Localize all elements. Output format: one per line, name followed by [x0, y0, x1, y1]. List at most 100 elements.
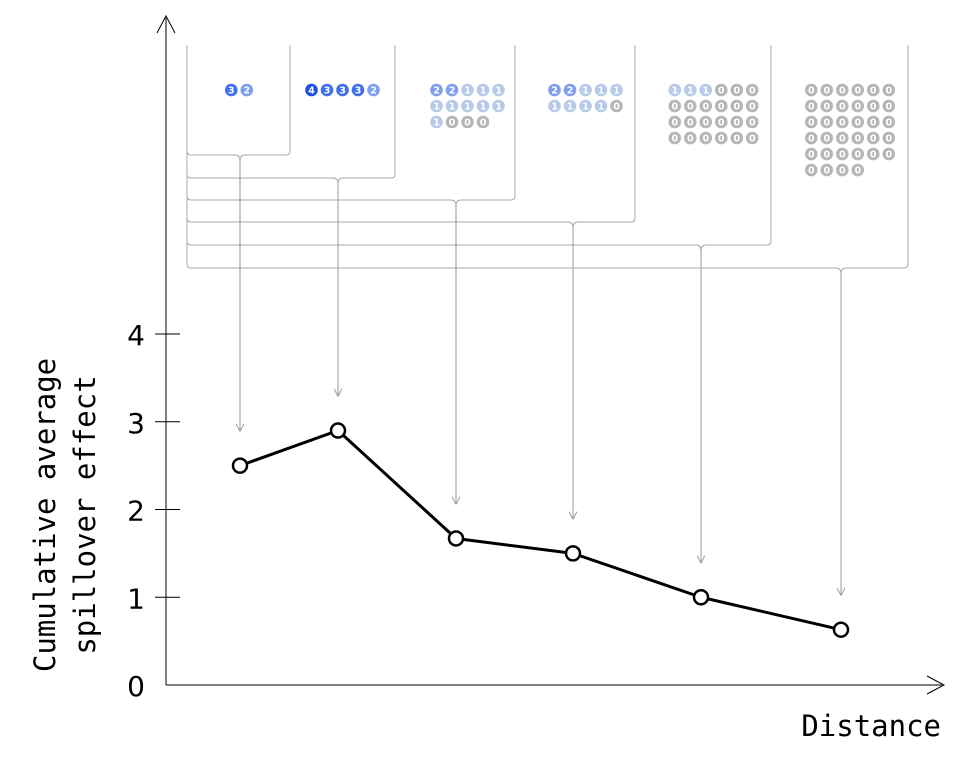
- spillover-dot-circle: [745, 99, 759, 113]
- spillover-dot: 0: [820, 147, 834, 161]
- spillover-dot: 0: [699, 115, 713, 129]
- spillover-dot-value: 0: [718, 102, 725, 113]
- spillover-dot-value: 0: [885, 86, 892, 97]
- spillover-dot: 2: [430, 83, 443, 97]
- spillover-dot: 0: [476, 115, 490, 129]
- spillover-dot-circle: [699, 83, 713, 97]
- spillover-dot: 0: [668, 115, 682, 129]
- data-point: [231, 457, 249, 474]
- spillover-dot-circle: [563, 99, 577, 113]
- data-point: [564, 545, 582, 562]
- spillover-dot: 0: [835, 147, 849, 161]
- spillover-dot: 0: [866, 83, 880, 97]
- spillover-dot-value: 2: [433, 86, 440, 97]
- spillover-dot-value: 0: [749, 86, 756, 97]
- spillover-dot: 0: [714, 115, 728, 129]
- spillover-dot: 0: [851, 115, 865, 129]
- group-bracket: [186, 45, 909, 275]
- spillover-dot-value: 0: [839, 134, 846, 145]
- spillover-dot-value: 0: [613, 102, 620, 113]
- spillover-dot: 0: [882, 131, 896, 145]
- spillover-dot: 0: [866, 147, 880, 161]
- spillover-dot-circle: [476, 115, 490, 129]
- spillover-dot-circle: [461, 115, 474, 129]
- spillover-dot-circle: [866, 83, 880, 97]
- y-tick-label: 3: [127, 407, 145, 440]
- spillover-dot: 0: [699, 131, 713, 145]
- spillover-dot-value: 0: [749, 118, 756, 129]
- spillover-dot-value: 0: [718, 134, 725, 145]
- spillover-dot: 3: [351, 83, 365, 97]
- spillover-dot-circle: [851, 147, 865, 161]
- spillover-dot: 1: [594, 99, 608, 113]
- spillover-dot-value: 0: [885, 102, 892, 113]
- spillover-dot: 0: [745, 131, 759, 145]
- spillover-dot-circle: [714, 115, 728, 129]
- spillover-dot-circle: [745, 131, 759, 145]
- group-brackets: [186, 45, 909, 275]
- spillover-dot-circle: [430, 115, 443, 129]
- spillover-dot-circle: [668, 83, 682, 97]
- spillover-dot: 2: [445, 83, 459, 97]
- spillover-dot-circle: [240, 83, 254, 97]
- spillover-dot: 4: [305, 83, 318, 97]
- spillover-dot: 1: [563, 99, 577, 113]
- spillover-dot-value: 0: [687, 134, 694, 145]
- spillover-dot: 0: [820, 83, 834, 97]
- spillover-dot-value: 1: [480, 102, 487, 113]
- spillover-dot-circle: [714, 99, 728, 113]
- spillover-dot-value: 4: [308, 86, 315, 97]
- spillover-dot: 0: [866, 115, 880, 129]
- spillover-dot-value: 0: [733, 118, 740, 129]
- spillover-dot-value: 0: [749, 134, 756, 145]
- spillover-dot-value: 0: [808, 150, 815, 161]
- spillover-dot: 1: [492, 83, 505, 97]
- spillover-dot: 0: [730, 83, 744, 97]
- y-tick-label: 2: [127, 495, 145, 528]
- spillover-dot: 0: [835, 99, 849, 113]
- spillover-dot-value: 0: [702, 118, 709, 129]
- spillover-dot-value: 1: [582, 86, 589, 97]
- spillover-dot-value: 2: [243, 86, 250, 97]
- data-points: [231, 422, 850, 638]
- spillover-dot-value: 0: [464, 118, 471, 129]
- spillover-dot: 0: [804, 131, 818, 145]
- spillover-dot: 0: [820, 99, 834, 113]
- spillover-dot-value: 0: [823, 166, 830, 177]
- spillover-dot-value: 2: [551, 86, 558, 97]
- spillover-dot: 0: [866, 131, 880, 145]
- spillover-dot: 0: [804, 115, 818, 129]
- spillover-dot-circle: [430, 83, 443, 97]
- spillover-dot: 0: [745, 99, 759, 113]
- spillover-dot: 0: [668, 99, 682, 113]
- spillover-dot: 0: [804, 99, 818, 113]
- spillover-dot-circle: [668, 115, 682, 129]
- spillover-dot-value: 0: [671, 134, 678, 145]
- spillover-dot-circle: [882, 83, 896, 97]
- spillover-dot-circle: [668, 131, 682, 145]
- y-tick-label: 4: [127, 319, 145, 352]
- spillover-dot: 0: [851, 83, 865, 97]
- spillover-dot-circle: [714, 83, 728, 97]
- spillover-dot: 1: [461, 83, 474, 97]
- spillover-dot-circle: [461, 99, 474, 113]
- spillover-dot: 0: [835, 131, 849, 145]
- spillover-dot-circle: [594, 99, 608, 113]
- spillover-dot: 3: [224, 83, 238, 97]
- spillover-dot-circle: [683, 83, 697, 97]
- data-point: [447, 530, 465, 547]
- spillover-dot-circle: [610, 83, 623, 97]
- spillover-dot: 1: [461, 99, 474, 113]
- spillover-dot-value: 1: [567, 102, 574, 113]
- spillover-dot: 0: [745, 83, 759, 97]
- spillover-dot: 1: [445, 99, 459, 113]
- spillover-dot-circle: [548, 83, 561, 97]
- y-axis-label-line-1: Cumulative average: [28, 358, 62, 672]
- spillover-dot-value: 3: [228, 86, 235, 97]
- spillover-dot: 2: [367, 83, 380, 97]
- spillover-dot-value: 0: [885, 134, 892, 145]
- spillover-dot: 0: [851, 163, 865, 177]
- spillover-dot-circle: [336, 83, 349, 97]
